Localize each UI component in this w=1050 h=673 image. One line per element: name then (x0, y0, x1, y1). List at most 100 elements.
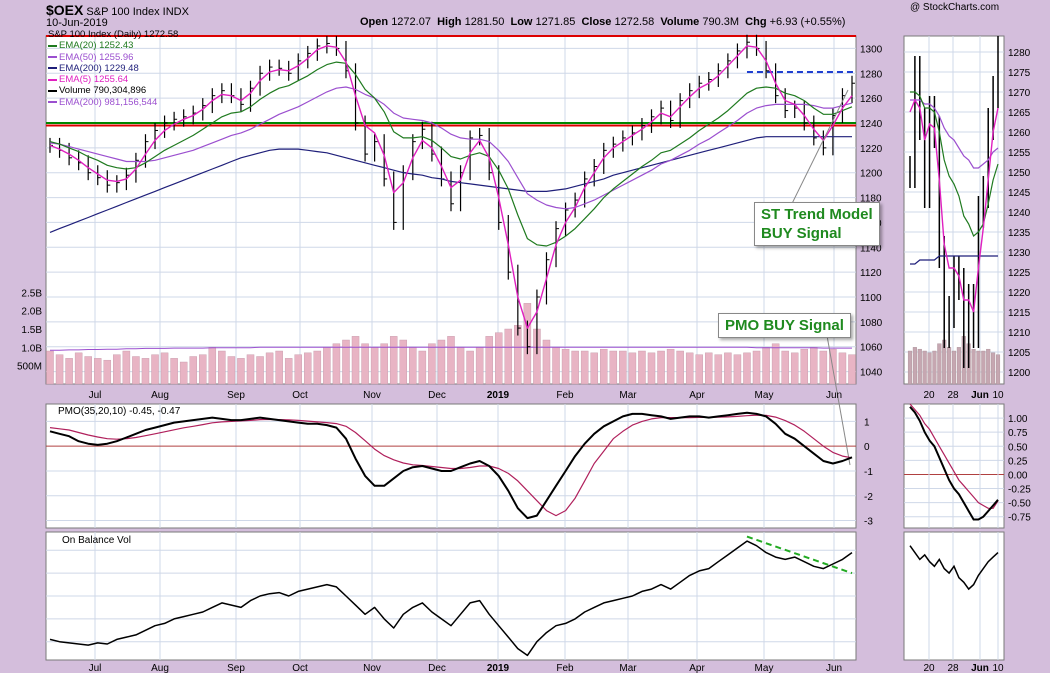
inset-volume-bar (986, 348, 991, 385)
price-tick-label: 1080 (860, 318, 883, 329)
volume-tick-label: 500M (17, 362, 42, 373)
volume-bar (160, 352, 169, 385)
volume-bar (199, 354, 207, 385)
inset-price-tick-label: 1240 (1008, 208, 1031, 219)
price-tick-label: 1220 (860, 144, 883, 155)
x-tick-label: Jun (826, 390, 842, 401)
volume-bar (790, 352, 799, 385)
volume-bar (619, 350, 627, 385)
volume-bar (428, 343, 436, 385)
inset-volume-bar (907, 350, 913, 385)
pmo-tick-label: -2 (864, 492, 873, 503)
volume-bar (733, 354, 742, 385)
volume-bar (714, 354, 723, 385)
volume-bar (275, 350, 283, 385)
volume-label: Volume (660, 16, 700, 28)
inset-volume-bar (912, 347, 917, 385)
volume-bar (600, 348, 608, 385)
inset-pmo-tick-label: 0.75 (1008, 428, 1028, 439)
volume-bar (638, 350, 646, 385)
volume-bar (46, 350, 54, 385)
inset-volume-bar (976, 350, 981, 385)
price-tick-label: 1300 (860, 44, 883, 55)
volume-bar (800, 348, 809, 385)
volume-tick-label: 2.0B (21, 307, 42, 318)
inset-ema200-line (910, 255, 998, 265)
volume-bar (294, 354, 302, 385)
inset-price-tick-label: 1200 (1008, 368, 1031, 379)
volume-bar (74, 352, 83, 385)
volume-bar (304, 352, 312, 385)
volume-bar (466, 350, 474, 385)
x-tick-label: Jun (826, 663, 842, 673)
volume-bar (542, 339, 551, 385)
volume-tick-label: 2.5B (21, 288, 42, 299)
inset-pmo-signal-line (909, 403, 999, 509)
legend-label: EMA(20) 1252.43 (59, 40, 134, 52)
inset-volume-bar (932, 350, 937, 385)
volume-bar (705, 352, 713, 385)
legend-label: EMA(5) 1255.64 (59, 74, 129, 86)
high-label: High (437, 16, 462, 28)
volume-bar (762, 347, 770, 385)
volume-bar (93, 358, 102, 385)
open-value: 1272.07 (391, 16, 431, 28)
volume-bar (313, 350, 322, 385)
price-tick-label: 1100 (860, 293, 882, 304)
volume-bar (580, 350, 589, 385)
ohlc-summary: Open 1272.07 High 1281.50 Low 1271.85 Cl… (360, 16, 845, 28)
volume-bar (695, 354, 703, 385)
inset-price-tick-label: 1250 (1008, 168, 1031, 179)
low-value: 1271.85 (535, 16, 576, 28)
x-tick-label: 2019 (487, 390, 510, 401)
obv-trendline (746, 535, 853, 575)
inset-volume-bar (927, 352, 932, 385)
volume-bar (342, 339, 350, 385)
obv-line (49, 540, 853, 657)
volume-bar (65, 358, 73, 385)
volume-bar (55, 354, 64, 385)
volume-bar (218, 350, 226, 385)
volume-tick-label: 1.5B (21, 325, 42, 336)
volume-bar (141, 358, 150, 385)
x-tick-label: Mar (619, 663, 637, 673)
volume-bar (389, 336, 398, 385)
volume-bar (113, 354, 121, 385)
volume-bar (170, 358, 178, 385)
axes: Jul Jul Aug Aug Sep Sep Oct Oct Nov Nov Dec Dec 2019… (17, 44, 1031, 673)
exchange: INDX (162, 6, 189, 18)
volume-bar (590, 352, 598, 385)
volume-bar (361, 343, 369, 385)
inset-price-tick-label: 1280 (1008, 48, 1031, 59)
volume-bar (685, 352, 694, 385)
chart-header: $OEX S&P 100 Index INDX (46, 2, 189, 18)
inset-x-tick-label: 28 (947, 663, 959, 673)
ema20-line (49, 61, 853, 247)
x-tick-label: Nov (363, 663, 381, 673)
inset-pmo-tick-label: 0.50 (1008, 442, 1028, 453)
inset-price-tick-label: 1230 (1008, 248, 1031, 259)
pmo-tick-label: -1 (864, 467, 873, 478)
inset-price-tick-label: 1225 (1008, 268, 1031, 279)
open-label: Open (360, 16, 389, 28)
x-tick-label: Aug (151, 390, 169, 401)
watermark: @ StockCharts.com (910, 2, 1000, 13)
x-tick-label: Dec (428, 663, 446, 673)
price-tick-label: 1060 (860, 343, 883, 354)
inset-pmo-tick-label: -0.50 (1008, 499, 1031, 510)
panel-bg (45, 403, 857, 529)
volume-bar (323, 347, 331, 385)
volume-bar (332, 343, 341, 385)
volume-bar (189, 356, 197, 385)
price-tick-label: 1280 (860, 69, 883, 80)
volume-bar (485, 336, 493, 385)
pmo-tick-label: -3 (864, 517, 873, 528)
volume-bar (724, 352, 732, 385)
inset-x-tick-label: 10 (992, 663, 1004, 673)
inset-volume-bar (981, 350, 986, 385)
inset-x-tick-label: Jun (971, 663, 989, 673)
volume-bar (380, 343, 388, 385)
inset-pmo-tick-label: -0.75 (1008, 513, 1031, 524)
volume-bar (132, 356, 140, 385)
volume-bar (208, 347, 217, 385)
